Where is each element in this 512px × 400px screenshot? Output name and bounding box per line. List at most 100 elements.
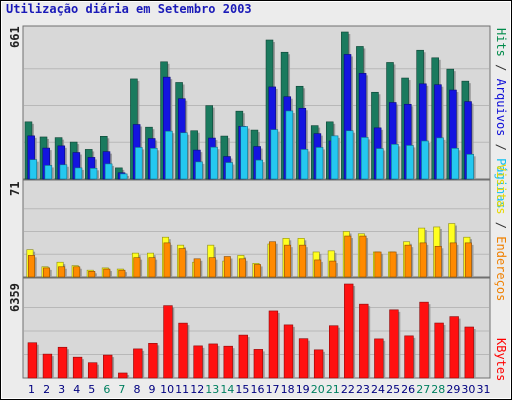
bar-kbytes-day-26 <box>404 335 414 379</box>
bar-kbytes-day-2 <box>42 353 53 379</box>
bar-sites-day-3 <box>58 266 66 278</box>
day-label: 17 <box>266 383 280 396</box>
day-label: 26 <box>401 383 415 396</box>
bar-sites-day-16 <box>253 264 261 278</box>
day-label: 8 <box>133 383 140 396</box>
bar-sites-day-11 <box>178 248 186 278</box>
bar-kbytes-day-20 <box>313 349 324 379</box>
bar-sites-day-20 <box>314 259 322 278</box>
bar-pages-day-23 <box>360 137 369 180</box>
bar-pages-day-29 <box>451 148 459 180</box>
bar-pages-day-3 <box>59 164 68 180</box>
bar-pages-day-20 <box>315 147 324 180</box>
bar-kbytes-day-21 <box>329 325 339 379</box>
bar-sites-day-17 <box>269 241 276 278</box>
bar-sites-day-14 <box>223 256 231 278</box>
day-label: 7 <box>118 383 125 396</box>
day-label: 28 <box>431 383 445 396</box>
day-label: 21 <box>326 383 340 396</box>
day-label: 14 <box>220 383 234 396</box>
bar-kbytes-day-18 <box>283 324 294 379</box>
day-label: 16 <box>251 383 265 396</box>
bar-pages-day-24 <box>376 148 384 180</box>
bar-kbytes-day-28 <box>434 322 444 379</box>
bar-pages-day-1 <box>29 159 38 180</box>
bar-sites-day-24 <box>374 251 382 278</box>
bar-kbytes-day-15 <box>238 334 248 379</box>
day-label: 11 <box>175 383 189 396</box>
day-label: 27 <box>416 383 430 396</box>
bar-pages-day-26 <box>406 145 414 180</box>
day-label: 20 <box>311 383 325 396</box>
bar-kbytes-day-3 <box>57 346 68 379</box>
bar-kbytes-day-30 <box>464 326 474 379</box>
bar-pages-day-9 <box>150 148 158 180</box>
bar-sites-day-18 <box>284 244 292 278</box>
bar-sites-day-19 <box>299 244 307 278</box>
bar-pages-day-2 <box>44 165 53 180</box>
bar-sites-day-27 <box>419 242 427 278</box>
day-label: 10 <box>160 383 174 396</box>
bar-sites-day-25 <box>389 251 397 278</box>
bar-pages-day-6 <box>104 163 113 180</box>
bar-kbytes-day-17 <box>268 310 279 379</box>
bar-pages-day-15 <box>240 126 248 180</box>
bar-sites-day-21 <box>329 260 337 278</box>
bar-pages-day-18 <box>285 110 294 180</box>
bar-pages-day-4 <box>74 167 83 180</box>
day-label: 15 <box>235 383 249 396</box>
bar-sites-day-8 <box>133 257 141 278</box>
day-label: 19 <box>296 383 310 396</box>
bar-kbytes-day-4 <box>72 356 83 379</box>
day-label: 5 <box>88 383 95 396</box>
day-label: 9 <box>149 383 156 396</box>
bar-pages-day-28 <box>436 137 444 180</box>
bar-sites-day-22 <box>344 235 352 278</box>
bar-sites-day-5 <box>88 271 96 278</box>
bar-sites-day-26 <box>404 244 412 278</box>
day-label: 3 <box>58 383 65 396</box>
bar-kbytes-day-23 <box>359 303 369 379</box>
bar-kbytes-day-14 <box>223 345 233 379</box>
bar-sites-day-13 <box>208 257 216 278</box>
bar-pages-day-5 <box>89 168 98 180</box>
bar-pages-day-7 <box>119 173 128 180</box>
bar-kbytes-day-19 <box>298 338 309 379</box>
bar-kbytes-day-7 <box>118 372 128 379</box>
chart-title: Utilização diária em Setembro 2003 <box>6 2 252 16</box>
bar-kbytes-day-25 <box>389 309 399 379</box>
bar-sites-day-23 <box>359 235 367 278</box>
day-label: 23 <box>356 383 370 396</box>
day-label: 31 <box>476 383 490 396</box>
bar-sites-day-15 <box>238 258 246 278</box>
bar-kbytes-day-5 <box>87 362 98 379</box>
bar-kbytes-day-27 <box>419 301 429 379</box>
bar-pages-day-25 <box>391 144 399 180</box>
bar-sites-day-6 <box>103 268 111 278</box>
bar-kbytes-day-11 <box>178 322 188 379</box>
day-label: 30 <box>461 383 475 396</box>
bar-kbytes-day-13 <box>208 343 218 379</box>
bar-sites-day-7 <box>118 269 126 278</box>
bar-kbytes-day-1 <box>27 342 38 379</box>
bar-sites-day-28 <box>434 245 442 278</box>
day-label: 29 <box>446 383 460 396</box>
bar-sites-day-30 <box>464 242 472 278</box>
day-label: 1 <box>28 383 35 396</box>
day-label: 13 <box>205 383 219 396</box>
bar-kbytes-day-22 <box>344 283 354 379</box>
bar-pages-day-10 <box>165 130 173 180</box>
day-label: 2 <box>43 383 50 396</box>
bar-pages-day-11 <box>180 132 188 180</box>
bar-pages-day-13 <box>210 146 218 180</box>
bar-pages-day-19 <box>300 149 309 180</box>
bar-pages-day-16 <box>255 159 264 180</box>
bar-kbytes-day-29 <box>449 316 459 379</box>
bar-sites-day-4 <box>73 266 81 278</box>
bar-pages-day-17 <box>270 129 279 180</box>
bar-sites-day-10 <box>163 242 171 278</box>
day-label: 25 <box>386 383 400 396</box>
bar-sites-day-12 <box>193 258 201 278</box>
bar-pages-day-8 <box>134 147 143 180</box>
